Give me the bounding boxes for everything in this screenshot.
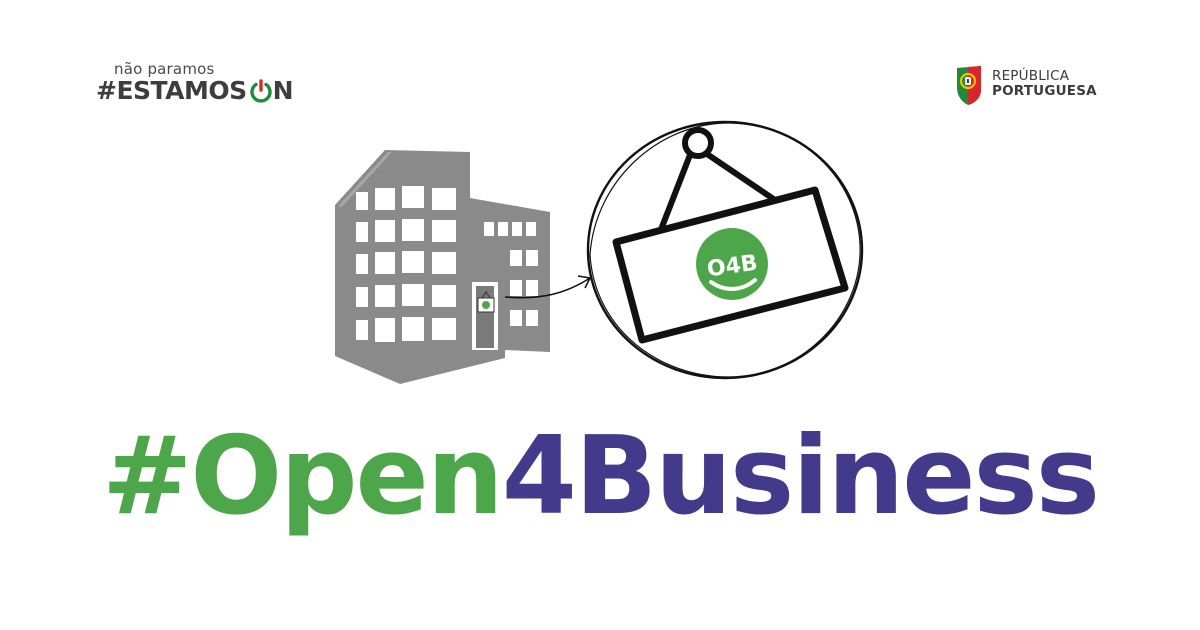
open-for-business-illustration: O4B: [335, 120, 864, 384]
headline-4business: 4Business: [501, 414, 1100, 539]
government-name-line2: PORTUGUESA: [992, 83, 1097, 99]
portugal-coat-of-arms-icon: [957, 66, 981, 105]
logo-tagline: não paramos: [114, 60, 215, 78]
curved-arrow-icon: [504, 277, 591, 299]
estamos-on-logo: não paramos #ESTAMOS N: [96, 60, 326, 110]
hanging-sign-icon: O4B: [586, 120, 864, 380]
logo-hashtag: #ESTAMOS N: [96, 76, 294, 105]
power-icon: [249, 78, 272, 103]
logo-hashtag-text: #ESTAMOS: [96, 76, 247, 105]
republica-portuguesa-logo: REPÚBLICA PORTUGUESA: [954, 64, 1114, 108]
government-name: REPÚBLICA PORTUGUESA: [992, 69, 1097, 99]
logo-on-mark: N: [249, 76, 294, 105]
headline-open: #Open: [101, 414, 504, 539]
office-building-icon: [335, 150, 550, 384]
open4business-headline: #Open4Business: [0, 402, 1200, 552]
logo-on-letter: N: [272, 76, 294, 105]
government-name-line1: REPÚBLICA: [992, 68, 1070, 84]
